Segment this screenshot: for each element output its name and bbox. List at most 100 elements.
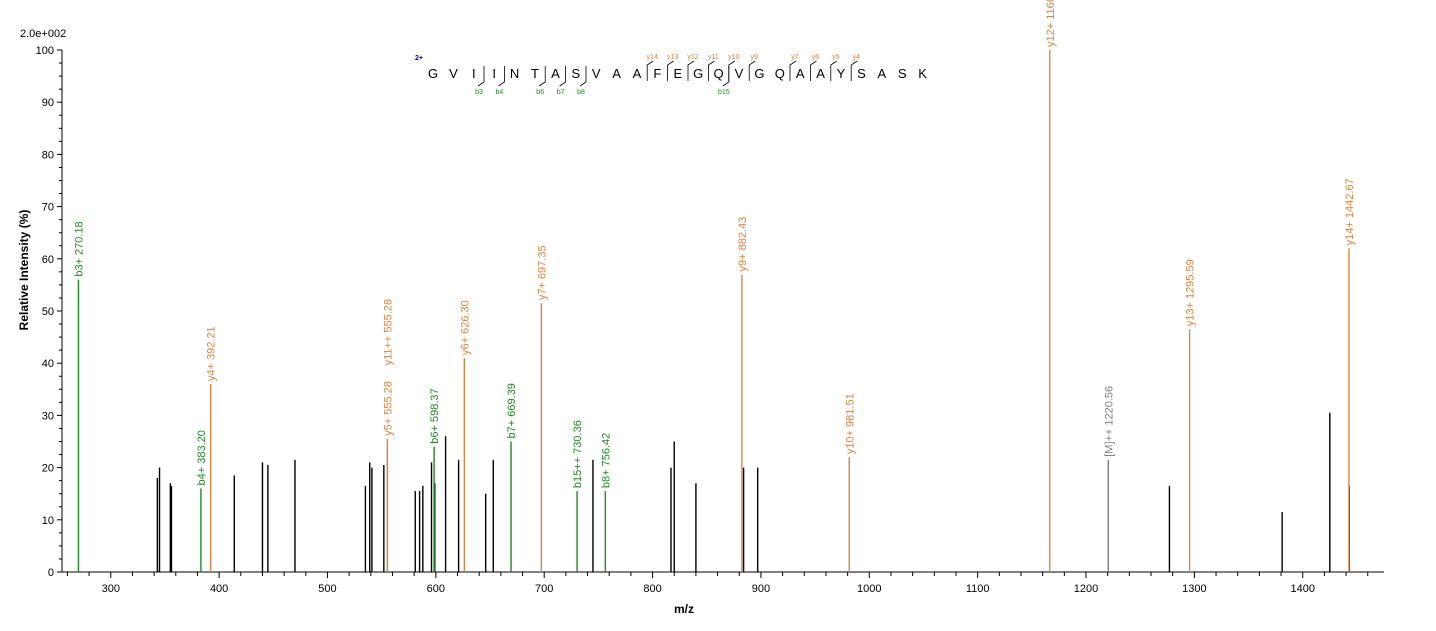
sequence-residue: G bbox=[754, 66, 764, 81]
peak-label: y4+ 392.21 bbox=[206, 326, 218, 381]
b-ion-tag: b3 bbox=[475, 89, 483, 96]
b-fragment-marker bbox=[538, 66, 546, 87]
y-tick-label: 100 bbox=[36, 45, 54, 57]
sequence-residue: K bbox=[918, 66, 927, 81]
y-tick-label: 70 bbox=[42, 202, 54, 214]
y-fragment-marker bbox=[810, 60, 817, 81]
y-fragment-marker bbox=[687, 60, 695, 81]
peak-label: y12+ 1166.57 bbox=[1045, 0, 1057, 47]
sequence-residue: A bbox=[796, 66, 805, 81]
sequence-residue: A bbox=[551, 66, 560, 81]
sequence-residue: I bbox=[472, 66, 476, 81]
y-ion-tag: y7 bbox=[791, 54, 799, 61]
x-tick-label: 900 bbox=[752, 583, 770, 595]
peak-label: b6+ 598.37 bbox=[429, 388, 441, 443]
b-ion-tag: b4 bbox=[496, 89, 504, 96]
x-tick-label: 300 bbox=[102, 583, 120, 595]
b-fragment-marker bbox=[477, 66, 485, 87]
peak-label: b8+ 756.42 bbox=[600, 433, 612, 488]
y-fragment-marker bbox=[748, 60, 756, 81]
y-fragment-marker bbox=[708, 60, 715, 81]
x-tick-label: 400 bbox=[210, 583, 228, 595]
sequence-residue: T bbox=[531, 66, 539, 81]
y-ion-tag: y10 bbox=[728, 54, 739, 61]
sequence-residue: F bbox=[653, 66, 661, 81]
sequence-residue: V bbox=[735, 66, 744, 81]
b-ion-tag: b8 bbox=[577, 89, 585, 96]
sequence-residue: Q bbox=[775, 66, 785, 81]
x-tick-label: 1200 bbox=[1074, 583, 1098, 595]
sequence-residue: G bbox=[693, 66, 703, 81]
sequence-residue: S bbox=[898, 66, 907, 81]
y-ion-tag: y11 bbox=[708, 54, 719, 61]
axes: 0 10 20 30 40 50 60 70 80 90 100 300 400 500 600 700 800… bbox=[36, 45, 1384, 595]
sequence-residue: A bbox=[612, 66, 621, 81]
charge-state: 2+ bbox=[415, 55, 423, 62]
sequence-residue: N bbox=[510, 66, 519, 81]
b-fragment-marker bbox=[498, 66, 505, 87]
peak-labels: b3+ 270.18 b4+ 383.20 y4+ 392.21 y5+ 555.28… bbox=[73, 0, 1356, 488]
sequence-residue: A bbox=[877, 66, 886, 81]
y-tick-label: 0 bbox=[48, 567, 54, 579]
sequence-residue: Y bbox=[837, 66, 846, 81]
y-ion-tag: y6 bbox=[812, 54, 820, 61]
y-fragment-marker bbox=[830, 60, 838, 81]
y-ion-tag: y5 bbox=[832, 54, 840, 61]
peak-label: y7+ 697.35 bbox=[536, 245, 548, 300]
y-ion-tag: y9 bbox=[750, 54, 758, 61]
y-fragment-marker bbox=[850, 60, 858, 81]
peak-label: [M]++ 1220.56 bbox=[1103, 386, 1115, 457]
y-tick-label: 50 bbox=[42, 306, 54, 318]
sequence-residue: G bbox=[428, 66, 438, 81]
peak-label: y10+ 981.51 bbox=[844, 393, 856, 454]
x-tick-label: 800 bbox=[643, 583, 661, 595]
peak-label: y13+ 1295.59 bbox=[1185, 259, 1197, 326]
b-fragment-marker bbox=[722, 66, 730, 87]
peaks bbox=[77, 50, 1351, 572]
sequence-residue: V bbox=[449, 66, 458, 81]
b-fragment-marker bbox=[579, 66, 587, 87]
y-axis-title: Relative Intensity (%) bbox=[17, 210, 31, 331]
x-tick-label: 600 bbox=[427, 583, 445, 595]
y-fragment-marker bbox=[667, 60, 674, 81]
y-ion-tag: y12 bbox=[687, 54, 698, 61]
y-tick-label: 20 bbox=[42, 463, 54, 475]
y-tick-label: 60 bbox=[42, 254, 54, 266]
sequence-residue: A bbox=[816, 66, 825, 81]
b-fragment-marker bbox=[559, 66, 566, 87]
y-ion-tag: y13 bbox=[667, 54, 678, 61]
x-tick-label: 500 bbox=[318, 583, 336, 595]
peak-label: y5+ 555.28 bbox=[382, 381, 394, 436]
intensity-scale-label: 2.0e+002 bbox=[20, 28, 66, 40]
peak-label: y11++ 555.28 bbox=[382, 299, 394, 365]
sequence-residue: S bbox=[857, 66, 866, 81]
y-tick-label: 40 bbox=[42, 358, 54, 370]
b-ion-tag: b15 bbox=[718, 89, 730, 96]
x-tick-label: 1400 bbox=[1290, 583, 1314, 595]
peak-label: y14+ 1442.67 bbox=[1344, 178, 1356, 245]
peak-label: b15++ 730.36 bbox=[572, 420, 584, 488]
peak-label: b7+ 669.39 bbox=[506, 383, 518, 438]
peak-label: y9+ 882.43 bbox=[737, 217, 749, 272]
sequence-residue: E bbox=[673, 66, 682, 81]
sequence-residue: S bbox=[571, 66, 580, 81]
y-fragment-marker bbox=[646, 60, 654, 81]
y-ion-tag: y4 bbox=[852, 54, 860, 61]
sequence-residue: Q bbox=[714, 66, 724, 81]
x-tick-label: 1300 bbox=[1182, 583, 1206, 595]
sequence-residue: A bbox=[633, 66, 642, 81]
y-tick-label: 90 bbox=[42, 97, 54, 109]
peak-label: y6+ 626.30 bbox=[459, 300, 471, 355]
y-fragment-marker bbox=[789, 60, 797, 81]
y-tick-label: 30 bbox=[42, 410, 54, 422]
b-ion-tag: b7 bbox=[557, 89, 565, 96]
peak-label: b3+ 270.18 bbox=[73, 221, 85, 276]
b-ion-tag: b6 bbox=[536, 89, 544, 96]
x-tick-label: 700 bbox=[535, 583, 553, 595]
sequence-residue: V bbox=[592, 66, 601, 81]
peak-label: b4+ 383.20 bbox=[196, 430, 208, 485]
y-tick-label: 10 bbox=[42, 515, 54, 527]
y-tick-label: 80 bbox=[42, 149, 54, 161]
